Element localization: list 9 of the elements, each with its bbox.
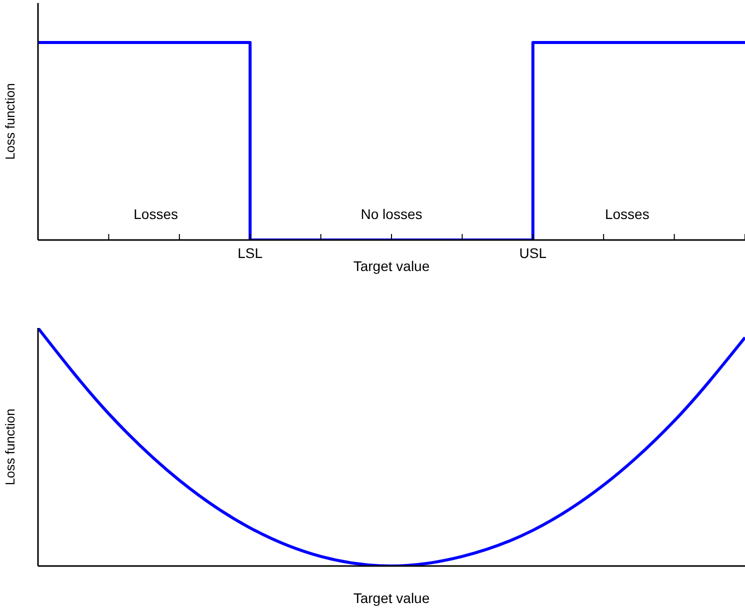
annotation: No losses — [360, 206, 424, 222]
x-axis-title: Target value — [353, 590, 430, 606]
annotation: Losses — [604, 206, 650, 222]
annotation: Losses — [132, 206, 179, 222]
x-tick-label: USL — [519, 244, 547, 261]
x-tick-label: LSL — [238, 244, 263, 261]
x-axis-title: Target value — [353, 258, 430, 274]
y-axis-title: Loss function — [2, 83, 18, 160]
y-axis-title: Loss function — [2, 408, 18, 486]
